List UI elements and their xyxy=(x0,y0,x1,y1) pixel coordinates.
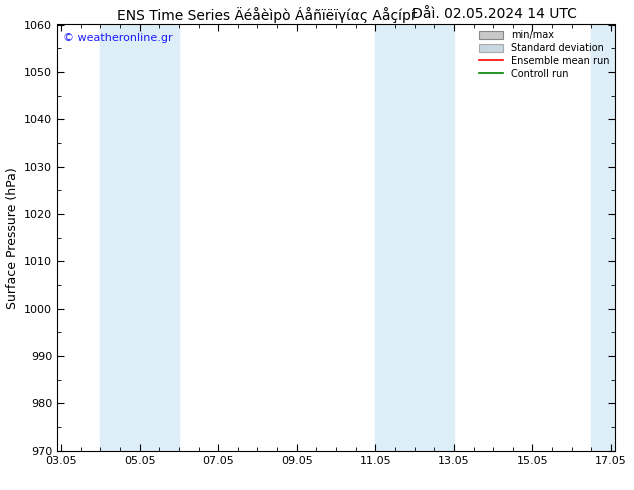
Bar xyxy=(375,24,454,451)
Text: © weatheronline.gr: © weatheronline.gr xyxy=(63,33,172,43)
Text: Ðåì. 02.05.2024 14 UTC: Ðåì. 02.05.2024 14 UTC xyxy=(412,7,577,22)
Bar xyxy=(100,24,179,451)
Legend: min/max, Standard deviation, Ensemble mean run, Controll run: min/max, Standard deviation, Ensemble me… xyxy=(475,26,613,83)
Y-axis label: Surface Pressure (hPa): Surface Pressure (hPa) xyxy=(6,167,18,309)
Text: ENS Time Series Äéåèìpò Áåñïëïγίας Αåçípí: ENS Time Series Äéåèìpò Áåñïëïγίας Αåçíp… xyxy=(117,7,415,24)
Bar xyxy=(592,24,631,451)
